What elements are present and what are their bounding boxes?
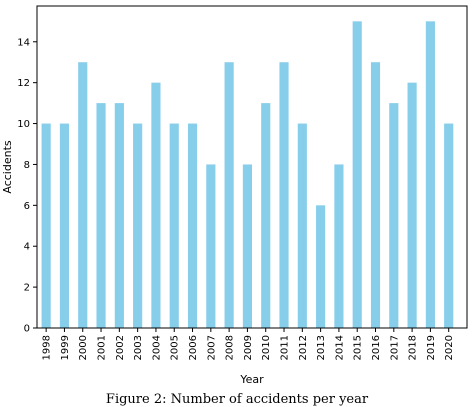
bar-2019 [425, 21, 435, 329]
y-tick-label: 8 [24, 160, 30, 171]
figure-caption: Figure 2: Number of accidents per year [105, 392, 369, 407]
y-tick-label: 14 [17, 37, 30, 48]
bar-1998 [41, 123, 51, 328]
x-tick-label: 2014 [334, 335, 345, 360]
x-tick-label: 2020 [444, 335, 455, 360]
bar-2013 [316, 205, 326, 328]
x-tick-label: 2000 [78, 335, 89, 360]
plot-frame [36, 5, 468, 329]
bar-2020 [444, 123, 454, 328]
bar-2012 [297, 123, 307, 328]
bar-2004 [151, 82, 161, 328]
x-tick-label: 2012 [298, 335, 309, 360]
x-tick-label: 1998 [42, 335, 53, 360]
bar-2015 [352, 21, 362, 329]
bar-2009 [242, 164, 252, 328]
x-tick-label: 1999 [60, 335, 71, 360]
x-tick-label: 2007 [206, 335, 217, 360]
x-tick-label: 2003 [133, 335, 144, 360]
x-axis-label: Year [239, 373, 264, 386]
bar-2010 [261, 103, 271, 328]
bar-2008 [224, 62, 234, 328]
x-axis-ticks: 1998 1999 2000 2001 2002 2003 2004 2005 2006 2007… [42, 328, 455, 360]
x-tick-label: 2018 [408, 335, 419, 360]
y-axis-label: Accidents [1, 140, 14, 194]
bar-2006 [187, 123, 198, 328]
x-tick-label: 2005 [170, 335, 181, 360]
y-tick-label: 12 [17, 78, 30, 89]
y-tick-label: 2 [24, 283, 30, 294]
x-tick-label: 2010 [261, 335, 272, 360]
y-axis-ticks: 0 2 4 6 8 10 12 14 [17, 37, 37, 335]
x-tick-label: 2006 [188, 335, 199, 360]
bars-group [41, 21, 454, 329]
bar-2003 [133, 123, 143, 328]
bar-2002 [114, 103, 124, 328]
bar-2017 [389, 103, 399, 328]
x-tick-label: 2016 [371, 335, 382, 360]
bar-2007 [206, 164, 216, 328]
bar-2016 [370, 62, 381, 328]
x-tick-label: 2009 [243, 335, 254, 360]
bar-2000 [78, 62, 88, 328]
x-tick-label: 2011 [280, 335, 291, 360]
x-tick-label: 2008 [225, 335, 236, 360]
bar-2011 [279, 62, 289, 328]
x-tick-label: 2001 [97, 335, 108, 360]
bar-2014 [334, 164, 344, 328]
bar-2005 [169, 123, 179, 328]
y-tick-label: 0 [24, 324, 30, 335]
bar-2001 [96, 103, 106, 328]
x-tick-label: 2015 [353, 335, 364, 360]
y-tick-label: 6 [24, 201, 30, 212]
bar-1999 [59, 123, 70, 328]
x-tick-label: 2017 [389, 335, 400, 360]
x-tick-label: 2004 [151, 335, 162, 360]
x-tick-label: 2019 [426, 335, 437, 360]
bar-2018 [407, 82, 417, 328]
y-tick-label: 10 [17, 119, 30, 130]
x-tick-label: 2013 [316, 335, 327, 360]
x-tick-label: 2002 [115, 335, 126, 360]
y-tick-label: 4 [24, 242, 30, 253]
